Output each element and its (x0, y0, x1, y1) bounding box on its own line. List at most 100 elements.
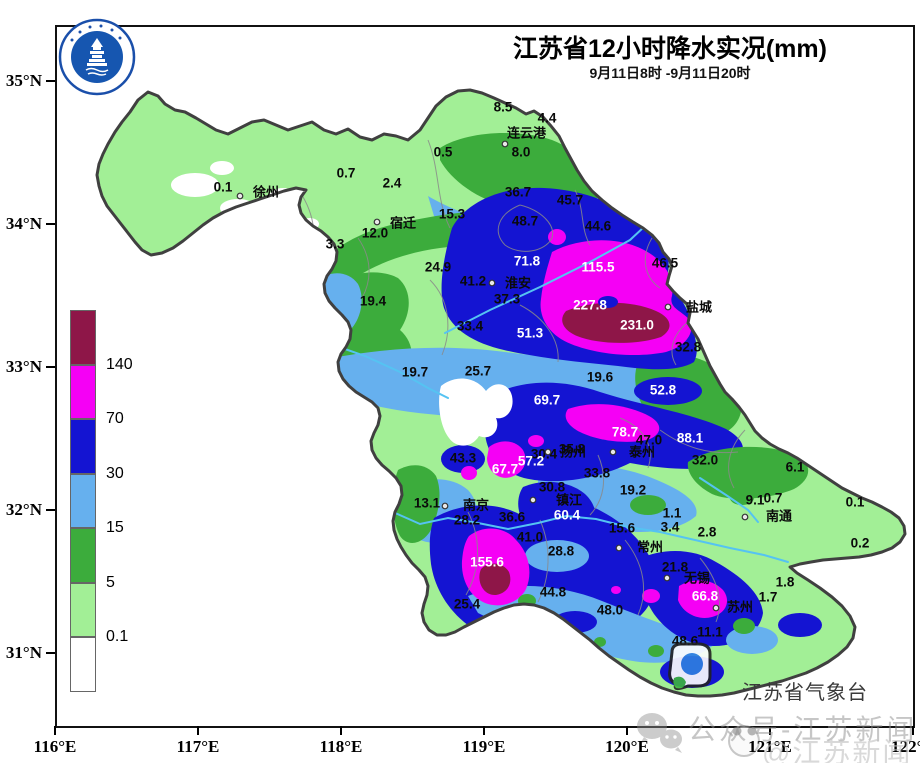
station-value: 8.0 (512, 145, 531, 160)
station-value: 41.0 (517, 530, 543, 545)
station-value: 6.1 (786, 460, 805, 475)
city-marker (741, 513, 749, 521)
station-value: 2.8 (698, 525, 717, 540)
station-value: 57.2 (518, 454, 544, 469)
station-value: 48.0 (597, 603, 623, 618)
station-value: 66.8 (692, 589, 719, 604)
station-value: 0.1 (846, 495, 865, 510)
station-value: 88.1 (677, 431, 704, 446)
legend-swatch (70, 310, 96, 365)
station-value: 15.6 (609, 521, 636, 536)
city-marker (488, 279, 496, 287)
watermark-line1: 公众号-江苏新闻 (688, 714, 918, 745)
station-value: 3.3 (326, 237, 345, 252)
station-value: 32.8 (675, 340, 702, 355)
station-value: 1.7 (759, 590, 778, 605)
lon-tick (626, 726, 628, 735)
legend-swatch (70, 637, 96, 692)
page-title: 江苏省12小时降水实况(mm) (513, 35, 827, 63)
station-value: 24.9 (425, 260, 451, 275)
city-marker (544, 448, 552, 456)
city-label: 苏州 (727, 600, 753, 615)
station-value: 0.7 (764, 491, 783, 506)
lon-axis-label: 122°E (891, 737, 920, 756)
station-value: 231.0 (620, 318, 654, 333)
legend-swatch (70, 473, 96, 529)
legend-swatch (70, 582, 96, 638)
station-value: 19.2 (620, 483, 646, 498)
station-value: 43.3 (450, 451, 477, 466)
lon-axis-label: 119°E (462, 737, 506, 756)
station-value: 30.8 (539, 480, 566, 495)
station-value: 28.2 (454, 513, 480, 528)
city-label: 南京 (463, 498, 489, 513)
station-value: 28.8 (548, 544, 575, 559)
lat-tick (46, 366, 55, 368)
lon-tick (340, 726, 342, 735)
lat-axis-label: 33°N (5, 357, 42, 376)
map-frame (55, 25, 915, 728)
lat-tick (46, 223, 55, 225)
legend-label: 15 (106, 519, 124, 537)
station-value: 4.4 (538, 111, 557, 126)
legend-swatch (70, 528, 96, 583)
station-value: 46.5 (652, 256, 679, 271)
lat-axis-label: 32°N (5, 500, 42, 519)
station-value: 12.0 (362, 226, 388, 241)
city-marker (236, 192, 244, 200)
legend-label: 30 (106, 464, 124, 482)
station-value: 19.7 (402, 365, 428, 380)
city-label: 南通 (766, 509, 792, 524)
city-label: 连云港 (507, 126, 547, 141)
station-value: 115.5 (581, 260, 615, 275)
station-value: 227.8 (573, 298, 607, 313)
city-label: 泰州 (628, 445, 655, 460)
mascot-icon (728, 725, 760, 757)
station-value: 0.2 (851, 536, 870, 551)
station-value: 13.1 (414, 496, 441, 511)
station-value: 60.4 (554, 508, 581, 523)
station-value: 19.6 (587, 370, 614, 385)
city-label: 淮安 (504, 276, 531, 291)
lon-tick (912, 726, 914, 735)
station-value: 21.8 (662, 560, 689, 575)
lon-tick (769, 726, 771, 735)
station-value: 33.4 (457, 319, 484, 334)
city-marker (373, 218, 381, 226)
station-value: 69.7 (534, 393, 560, 408)
station-value: 8.5 (494, 100, 513, 115)
lon-axis-label: 121°E (748, 737, 792, 756)
city-marker (501, 140, 509, 148)
station-value: 67.7 (492, 462, 518, 477)
province-border (95, 88, 907, 698)
city-label: 徐州 (252, 185, 279, 200)
station-value: 36.7 (505, 185, 531, 200)
station-value: 71.8 (514, 254, 541, 269)
station-value: 11.1 (697, 625, 723, 640)
lon-tick (197, 726, 199, 735)
lon-axis-label: 117°E (176, 737, 220, 756)
lon-tick (54, 726, 56, 735)
station-value: 35.8 (559, 442, 586, 457)
lat-axis-label: 31°N (5, 643, 42, 662)
legend-swatch (70, 364, 96, 420)
station-value: 48.7 (512, 214, 538, 229)
city-marker (663, 574, 671, 582)
station-value: 36.6 (499, 510, 526, 525)
station-value: 33.8 (584, 466, 611, 481)
lon-axis-label: 118°E (319, 737, 363, 756)
city-label: 宿迁 (390, 216, 416, 231)
station-value: 51.3 (517, 326, 544, 341)
station-value: 9.1 (746, 493, 765, 508)
city-marker (529, 496, 537, 504)
legend-label: 70 (106, 410, 124, 428)
agency-credit: 江苏省气象台 (742, 682, 868, 704)
city-label: 镇江 (556, 493, 582, 508)
city-marker (712, 604, 720, 612)
city-marker (615, 544, 623, 552)
city-label: 常州 (637, 540, 663, 555)
lat-axis-label: 35°N (5, 71, 42, 90)
legend-swatch (70, 419, 96, 474)
lon-tick (483, 726, 485, 735)
